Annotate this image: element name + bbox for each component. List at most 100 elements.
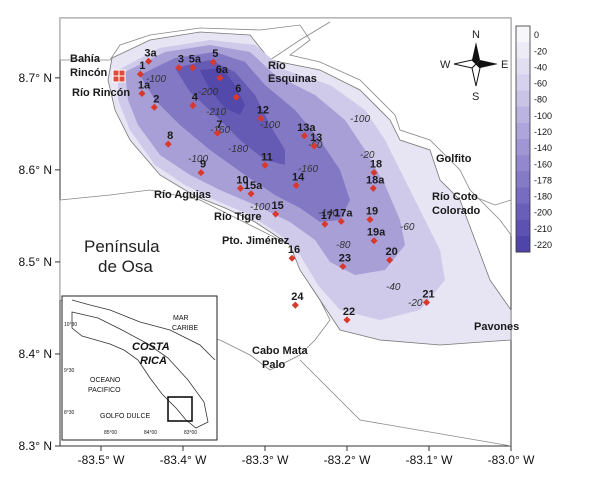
legend-label: 0 (534, 30, 539, 40)
legend-frame (515, 25, 531, 253)
legend-label: -120 (534, 127, 552, 137)
legend-label: -60 (534, 79, 547, 89)
legend-label: -220 (534, 240, 552, 250)
legend-swatch (516, 155, 530, 172)
legend-swatch (516, 74, 530, 92)
cabo-mata-palo-label: Cabo Mata (252, 345, 309, 357)
contour-label: -20 (408, 298, 423, 309)
bahia-rincon-label: Rincón (70, 67, 108, 79)
legend-swatch (516, 219, 530, 237)
golfito-label: Golfito (436, 153, 472, 165)
legend-swatch (516, 203, 530, 221)
station-marker (370, 169, 378, 177)
station-marker (310, 142, 318, 150)
station-label: 17 (321, 210, 333, 222)
station-label: 3a (144, 47, 157, 59)
legend-swatch (516, 42, 530, 59)
legend-swatch (516, 171, 530, 188)
inset-lat-label: 9°30 (64, 368, 75, 374)
station-marker (261, 161, 269, 169)
contour-labels: -100 -200 -210 -160 -180 -100 -60 -20 -1… (146, 74, 423, 309)
station-marker (292, 181, 300, 190)
station-marker (369, 184, 377, 192)
inset-land (71, 311, 209, 429)
station-label: 2 (153, 93, 159, 105)
y-tick-label: 8.5° N (19, 255, 52, 269)
station-label: 8 (167, 130, 173, 142)
station-marker (321, 220, 329, 228)
station-marker (386, 256, 394, 264)
compass-west-arrow (453, 59, 477, 69)
contour-label: -200 (198, 87, 218, 98)
station-label: 6 (235, 83, 241, 95)
contour-label: -40 (386, 282, 401, 293)
legend-label: -40 (534, 62, 547, 72)
station-label: 22 (343, 306, 355, 318)
station-marker (150, 103, 158, 111)
inset-gulf-label: GOLFO DULCE (100, 413, 151, 420)
station-marker (343, 316, 351, 324)
contour-label: -100 (350, 114, 370, 125)
station-marker (138, 89, 146, 98)
station-label: 19 (366, 206, 378, 218)
station-label: 18a (366, 174, 385, 186)
x-tick-label: -83.3° W (242, 453, 289, 467)
legend-label: -20 (534, 46, 547, 56)
inset-country-label: RICA (140, 355, 167, 367)
river-esquinas (269, 21, 331, 61)
station-marker (136, 70, 144, 78)
inset-coast-north (71, 299, 216, 361)
station-label: 14 (292, 172, 305, 184)
station-label: 5a (189, 54, 202, 66)
legend-label: -210 (534, 224, 552, 234)
station-label: 4 (192, 91, 199, 103)
station-label: 21 (422, 288, 434, 300)
station-label: 24 (291, 291, 304, 303)
pavones-label: Pavones (474, 321, 519, 333)
legend-swatch (516, 106, 530, 124)
contour-label: -210 (206, 107, 226, 118)
station-label: 6a (216, 64, 229, 76)
station-label: 16 (288, 244, 300, 256)
station-marker (145, 57, 153, 65)
legend-swatch (516, 122, 530, 140)
station-marker (300, 132, 308, 140)
legend-label: -100 (534, 111, 552, 121)
rio-esquinas-label: Esquinas (268, 73, 317, 85)
bahia-rincon-label: Bahía (70, 53, 101, 65)
station-marker (189, 101, 197, 109)
contour-label: -140 (318, 208, 338, 219)
inset-map: MAR CARIBE COSTA RICA OCEANO PACIFICO GO… (61, 295, 218, 441)
station-marker (164, 140, 172, 148)
compass-s-label: S (472, 91, 479, 103)
legend-label: -178 (534, 175, 552, 185)
station-label: 18 (370, 159, 382, 171)
station-label: 13a (297, 122, 316, 134)
contour-label: -100 (260, 120, 280, 131)
inset-lon-label: 85°00 (104, 430, 117, 436)
y-axis: 8.7° N 8.6° N 8.5° N 8.4° N 8.3° N (19, 71, 60, 453)
y-tick-label: 8.6° N (19, 163, 52, 177)
contour-label: -160 (298, 164, 318, 175)
rio-rincon-label: Río Rincón (72, 87, 130, 99)
legend-swatch (516, 235, 530, 253)
station-marker (257, 114, 265, 122)
coastline-south (299, 359, 512, 447)
rio-esquinas-label: Río (268, 60, 286, 72)
rio-coto-label: Río Coto (432, 191, 478, 203)
inset-sea-label: MAR (173, 315, 189, 322)
station-marker (339, 262, 347, 271)
legend-label: -200 (534, 208, 552, 218)
station-marker (337, 217, 345, 225)
contour-label: -80 (336, 240, 351, 251)
station-label: 11 (261, 151, 273, 163)
coastline-north (59, 17, 512, 237)
legend-swatch (516, 187, 530, 205)
river-coto (469, 194, 512, 206)
station-label: 5 (212, 48, 218, 60)
inset-lon-label: 84°00 (144, 430, 157, 436)
station-marker (423, 298, 431, 306)
rio-tigre-label: Río Tigre (214, 211, 261, 223)
